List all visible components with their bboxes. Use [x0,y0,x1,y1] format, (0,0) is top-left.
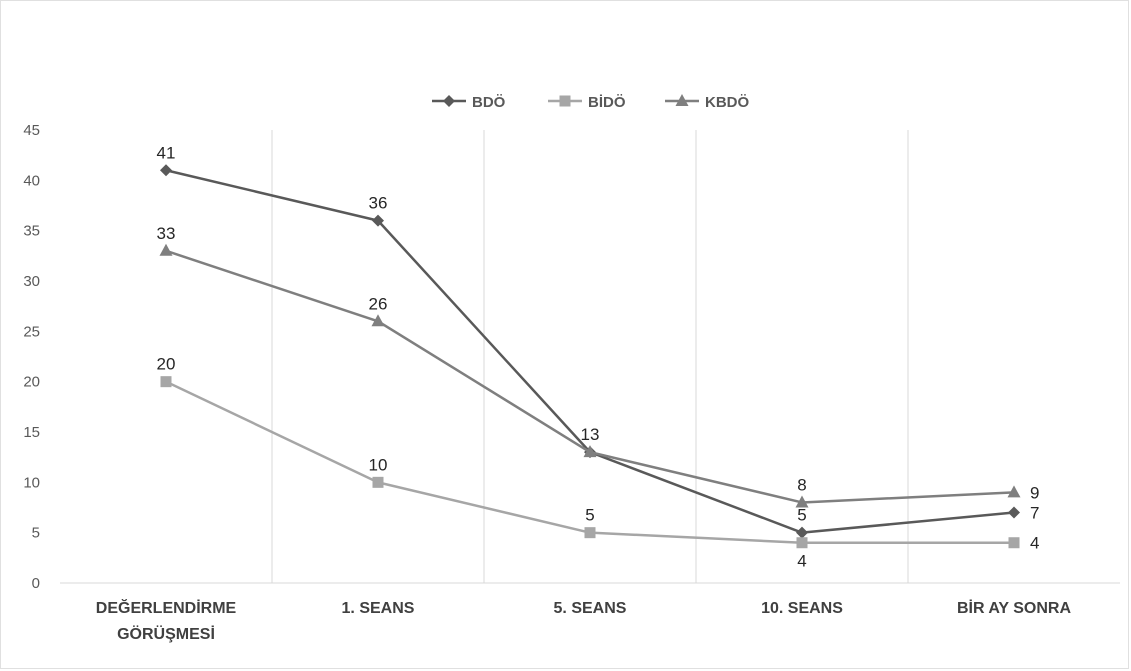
data-label-BDÖ: 41 [157,143,176,162]
data-point-BİDÖ [1008,537,1020,549]
data-point-BDÖ [160,164,172,177]
y-tick-label: 20 [23,374,40,391]
y-tick-label: 30 [23,273,40,290]
data-label-BDÖ: 36 [369,194,388,213]
legend-label-KBDÖ: KBDÖ [705,94,749,111]
data-label-KBDÖ: 26 [369,294,388,313]
y-tick-label: 10 [23,474,40,491]
x-category-label: 10. SEANS [761,600,843,617]
y-tick-label: 25 [23,323,40,340]
data-label-BİDÖ: 5 [585,506,594,525]
y-tick-label: 35 [23,223,40,240]
data-point-BİDÖ [584,527,596,539]
data-point-KBDÖ [159,243,173,256]
y-tick-label: 45 [23,122,40,139]
series-line-BDÖ [165,169,1015,534]
data-point-BDÖ [372,214,384,227]
data-label-BDÖ: 7 [1030,504,1039,523]
data-point-KBDÖ [583,445,597,458]
data-point-BİDÖ [372,476,384,488]
x-category-label: GÖRÜŞMESİ [117,624,215,643]
legend-label-BDÖ: BDÖ [472,94,506,111]
x-category-label: 5. SEANS [554,600,627,617]
series-line-KBDÖ [165,249,1015,504]
legend-marker-KBDÖ [675,94,689,106]
data-label-KBDÖ: 8 [797,475,806,494]
data-label-BDÖ: 13 [581,425,600,444]
data-point-BDÖ [796,526,808,539]
legend-marker-BDÖ [443,95,455,107]
data-label-BDÖ: 5 [797,506,806,525]
x-category-label: 1. SEANS [342,600,415,617]
data-point-BDÖ [1008,506,1020,519]
data-point-BİDÖ [796,537,808,549]
data-point-KBDÖ [1007,485,1021,498]
data-label-BİDÖ: 20 [157,355,176,374]
data-label-BİDÖ: 10 [369,455,388,474]
y-tick-label: 0 [32,575,40,592]
data-point-KBDÖ [371,314,385,327]
x-category-label: DEĞERLENDİRME [96,598,237,617]
legend-label-BİDÖ: BİDÖ [588,94,626,111]
y-tick-label: 15 [23,424,40,441]
data-label-BİDÖ: 4 [797,552,806,571]
data-label-KBDÖ: 9 [1030,483,1039,502]
y-tick-label: 5 [32,525,40,542]
data-label-BİDÖ: 4 [1030,534,1039,553]
data-point-KBDÖ [795,495,809,508]
data-point-BİDÖ [160,376,172,388]
data-label-KBDÖ: 33 [157,224,176,243]
y-tick-label: 40 [23,172,40,189]
x-category-label: BİR AY SONRA [957,599,1072,617]
legend-marker-BİDÖ [559,95,571,107]
